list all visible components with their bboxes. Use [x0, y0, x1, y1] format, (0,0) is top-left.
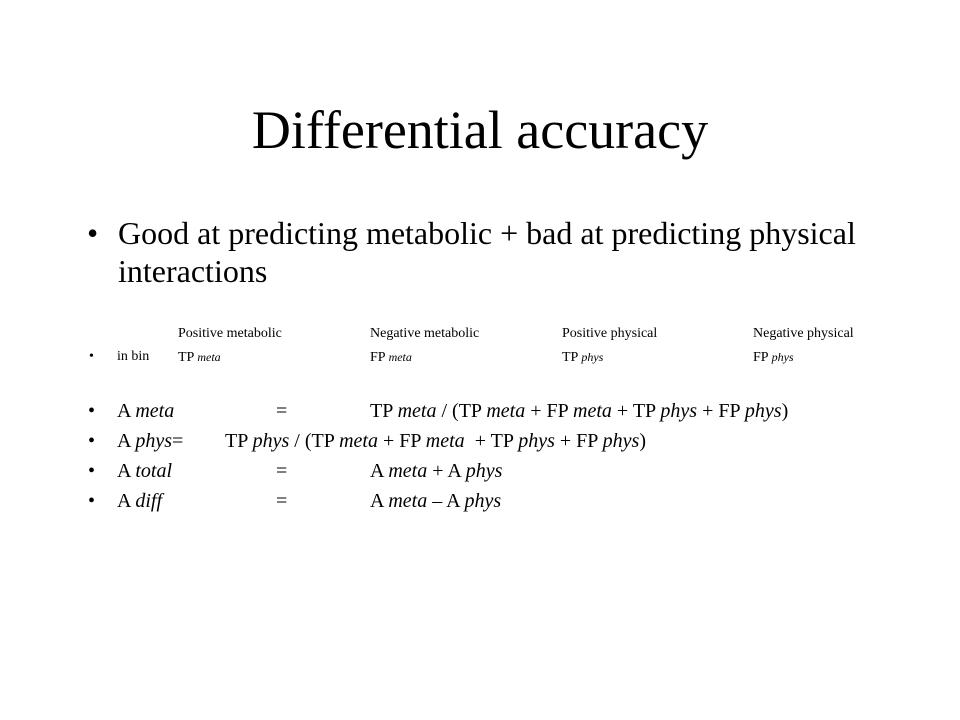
formula-variable: phys	[660, 400, 698, 422]
formula-variable: phys	[602, 430, 640, 452]
formula-variable: meta	[388, 460, 428, 482]
formula-text: + FP	[525, 400, 574, 422]
formula-lhs-a-meta: A meta	[117, 400, 175, 422]
formula-variable: phys	[464, 490, 502, 512]
formula-equals: =	[276, 490, 288, 512]
formula-text: + FP	[378, 430, 426, 452]
formula-rhs-a-diff: A meta – A phys	[370, 488, 501, 514]
formula-variable: meta	[388, 490, 428, 512]
header-negative-metabolic: Negative metabolic	[370, 326, 480, 341]
formula-variable: meta	[486, 400, 526, 422]
formula-text: / (TP	[436, 400, 487, 422]
bullet-icon: •	[89, 349, 94, 364]
header-positive-physical: Positive physical	[562, 326, 658, 341]
formula-text: – A	[427, 490, 465, 512]
formula-rhs-a-total: A meta + A phys	[370, 458, 502, 484]
formula-lhs-a-phys: A phys=	[117, 430, 184, 452]
cell-fp-phys: FP phys	[753, 350, 794, 365]
formula-text: TP	[225, 430, 253, 452]
formula-variable: phys	[252, 430, 290, 452]
bullet-icon: •	[88, 430, 96, 452]
bullet-icon: •	[88, 490, 96, 512]
formula-lhs-a-diff: A diff	[117, 490, 163, 512]
bullet-icon: •	[88, 460, 96, 482]
formula-variable: meta	[425, 430, 465, 452]
row-label: in bin	[117, 349, 150, 364]
formula-lhs-a-total: A total	[117, 460, 173, 482]
formula-variable: meta	[397, 400, 437, 422]
formula-text: + TP	[464, 430, 519, 452]
bullet-icon: •	[88, 400, 96, 422]
formula-text: A	[370, 490, 389, 512]
main-bullet-text: Good at predicting metabolic + bad at pr…	[118, 215, 856, 289]
formula-rhs-a-meta: TP meta / (TP meta + FP meta + TP phys +…	[370, 398, 788, 424]
formula-text: / (TP	[289, 430, 340, 452]
formula-variable: phys	[744, 400, 782, 422]
formula-variable: phys	[465, 460, 503, 482]
formula-variable: meta	[339, 430, 378, 452]
formula-text: A	[370, 460, 389, 482]
formula-rhs-a-phys: TP phys / (TP meta + FP meta + TP phys +…	[225, 428, 646, 454]
slide-title: Differential accuracy	[251, 100, 709, 160]
formula-text: )	[781, 400, 789, 422]
header-negative-physical: Negative physical	[753, 326, 854, 341]
formula-text: )	[639, 430, 647, 452]
formula-equals: =	[276, 400, 288, 422]
formula-text: + FP	[697, 400, 745, 422]
formula-equals: =	[276, 460, 288, 482]
formula-text: + FP	[554, 430, 603, 452]
formula-variable: meta	[573, 400, 612, 422]
cell-fp-meta: FP meta	[370, 350, 412, 365]
formula-text: + TP	[611, 400, 661, 422]
cell-tp-phys: TP phys	[562, 350, 604, 365]
formula-variable: phys	[518, 430, 555, 452]
header-positive-metabolic: Positive metabolic	[178, 326, 282, 341]
formula-text: + A	[427, 460, 466, 482]
bullet-icon: •	[87, 215, 99, 251]
formula-text: TP	[370, 400, 398, 422]
cell-tp-meta: TP meta	[178, 350, 221, 365]
